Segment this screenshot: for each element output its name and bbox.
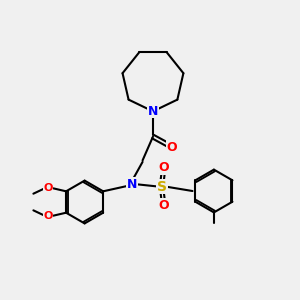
Text: O: O [167,140,177,154]
Text: S: S [157,180,167,194]
Text: O: O [158,199,169,212]
Text: O: O [44,211,53,221]
Text: N: N [148,105,158,118]
Text: O: O [44,183,53,193]
Text: O: O [158,161,169,174]
Text: N: N [127,178,137,191]
